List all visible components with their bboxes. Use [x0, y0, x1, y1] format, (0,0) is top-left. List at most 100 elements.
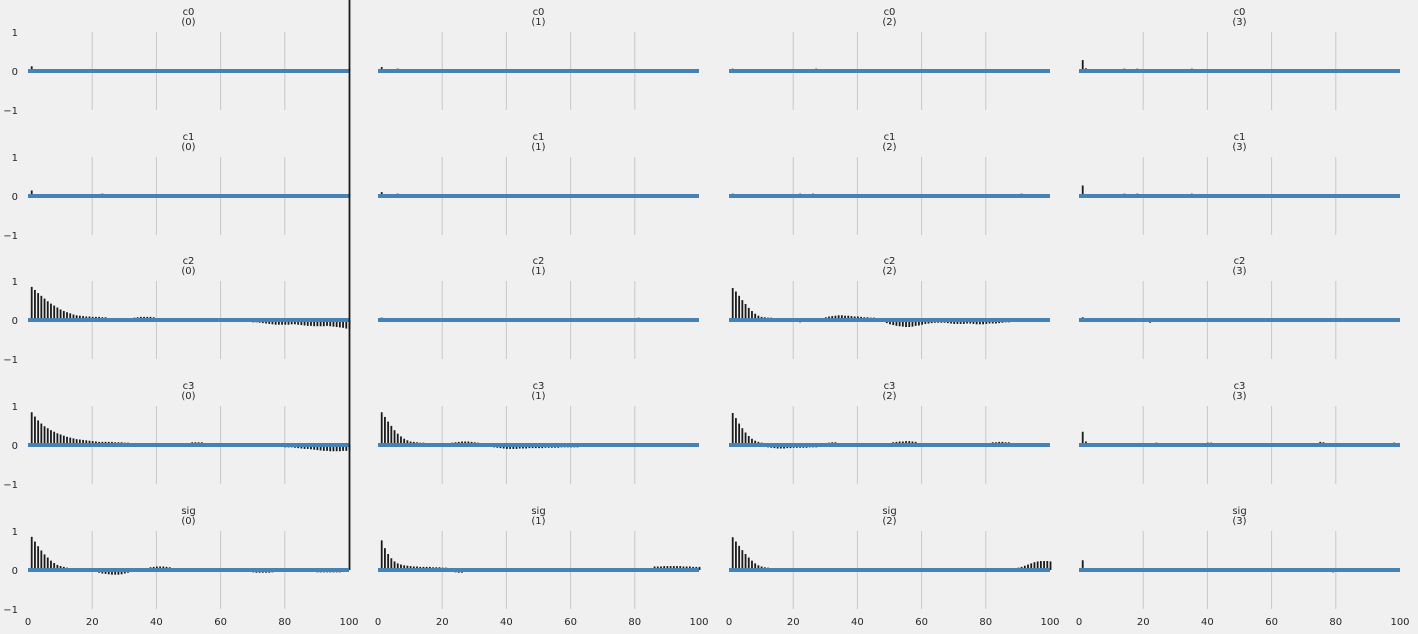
- y-tick-label: 1: [12, 153, 18, 164]
- y-tick-label: −1: [3, 231, 18, 242]
- y-tick-label: −1: [3, 355, 18, 366]
- x-tick-label: 0: [1076, 617, 1082, 628]
- x-tick-label: 60: [1265, 617, 1278, 628]
- x-tick-label: 0: [375, 617, 381, 628]
- panel-subtitle: (0): [181, 266, 195, 277]
- x-tick-label: 20: [1137, 617, 1150, 628]
- x-tick-label: 20: [436, 617, 449, 628]
- panel-subtitle: (2): [882, 266, 896, 277]
- x-tick-label: 100: [339, 617, 358, 628]
- panel-subtitle: (3): [1232, 516, 1246, 527]
- x-tick-label: 80: [278, 617, 291, 628]
- panel-subtitle: (3): [1232, 391, 1246, 402]
- panel-title: c1: [1234, 132, 1246, 143]
- panel-c1-1: c1(1): [378, 132, 699, 235]
- x-tick-label: 0: [25, 617, 31, 628]
- panel-c2-1: c2(1): [378, 256, 699, 359]
- panel-title: c2: [1234, 256, 1246, 267]
- y-tick-label: 1: [12, 28, 18, 39]
- y-tick-label: 1: [12, 527, 18, 538]
- panel-subtitle: (3): [1232, 17, 1246, 28]
- x-tick-label: 40: [1201, 617, 1214, 628]
- x-tick-label: 100: [1040, 617, 1059, 628]
- panel-subtitle: (1): [531, 266, 545, 277]
- panel-subtitle: (2): [882, 142, 896, 153]
- panel-sig-2: sig(2) 0 20 40 60 80 100: [726, 506, 1060, 628]
- y-tick-label: 1: [12, 402, 18, 413]
- x-tick-label: 100: [689, 617, 708, 628]
- x-tick-label: 40: [150, 617, 163, 628]
- panel-title: c2: [533, 256, 545, 267]
- x-tick-label: 20: [86, 617, 99, 628]
- panel-title: sig: [531, 506, 545, 517]
- panel-c2-0: c2(0) 1 0 −1: [3, 256, 351, 366]
- panel-title: c2: [183, 256, 195, 267]
- panel-c2-3: c2(3): [1079, 256, 1400, 359]
- x-tick-label: 80: [1329, 617, 1342, 628]
- panel-title: c1: [884, 132, 896, 143]
- y-tick-label: −1: [3, 605, 18, 616]
- y-tick-label: 0: [12, 316, 18, 327]
- panel-subtitle: (0): [181, 391, 195, 402]
- panel-subtitle: (1): [531, 391, 545, 402]
- panel-c3-0: c3(0) 1 0 −1: [3, 381, 351, 491]
- x-tick-label: 100: [1390, 617, 1409, 628]
- panel-title: c2: [884, 256, 896, 267]
- x-tick-label: 20: [787, 617, 800, 628]
- panel-c0-3: c0(3): [1079, 7, 1400, 110]
- x-tick-label: 60: [214, 617, 227, 628]
- x-tick-label: 0: [726, 617, 732, 628]
- panel-title: c0: [1234, 7, 1246, 18]
- panel-subtitle: (0): [181, 516, 195, 527]
- panel-title: sig: [882, 506, 896, 517]
- panel-sig-0: sig(0)10−10 20 40 60 80 100: [3, 0, 359, 628]
- panel-title: c1: [183, 132, 195, 143]
- panel-c3-1: c3(1): [378, 381, 699, 484]
- y-tick-label: −1: [3, 106, 18, 117]
- panel-subtitle: (0): [181, 17, 195, 28]
- panel-c1-3: c1(3): [1079, 132, 1400, 235]
- panel-c3-2: c3(2): [729, 381, 1050, 484]
- panel-title: c3: [884, 381, 896, 392]
- panel-sig-1: sig(1) 0 20 40 60 80 100: [375, 506, 709, 628]
- y-tick-label: 1: [12, 277, 18, 288]
- panel-subtitle: (3): [1232, 266, 1246, 277]
- panel-c0-2: c0(2): [729, 7, 1050, 110]
- panel-title: sig: [1232, 506, 1246, 517]
- panel-c2-2: c2(2): [729, 256, 1050, 359]
- x-tick-label: 40: [851, 617, 864, 628]
- panel-title: c0: [533, 7, 545, 18]
- panel-c0-1: c0(1): [378, 7, 699, 110]
- y-tick-label: −1: [3, 480, 18, 491]
- x-tick-label: 80: [979, 617, 992, 628]
- x-tick-label: 60: [915, 617, 928, 628]
- panel-subtitle: (1): [531, 516, 545, 527]
- panel-title: c3: [533, 381, 545, 392]
- panel-c3-3: c3(3): [1079, 381, 1400, 484]
- panel-subtitle: (3): [1232, 142, 1246, 153]
- panel-title: c0: [884, 7, 896, 18]
- panel-title: c1: [533, 132, 545, 143]
- panel-c0-0: c0(0) 1 0 −1: [3, 7, 351, 117]
- panel-title: c3: [183, 381, 195, 392]
- panel-c1-0: c1(0) 1 0 −1: [3, 132, 351, 242]
- panel-title: c3: [1234, 381, 1246, 392]
- x-tick-label: 80: [628, 617, 641, 628]
- panel-subtitle: (0): [181, 142, 195, 153]
- x-tick-label: 40: [500, 617, 513, 628]
- y-tick-label: 0: [12, 441, 18, 452]
- x-tick-label: 60: [564, 617, 577, 628]
- panel-title: sig: [181, 506, 195, 517]
- panel-subtitle: (1): [531, 17, 545, 28]
- panel-c1-2: c1(2): [729, 132, 1050, 235]
- panel-sig-3: sig(3) 0 20 40 60 80 100: [1076, 506, 1410, 628]
- panel-subtitle: (2): [882, 391, 896, 402]
- y-tick-label: 0: [12, 192, 18, 203]
- panel-title: c0: [183, 7, 195, 18]
- y-tick-label: 0: [12, 566, 18, 577]
- panel-subtitle: (2): [882, 516, 896, 527]
- y-tick-label: 0: [12, 67, 18, 78]
- panel-subtitle: (1): [531, 142, 545, 153]
- panel-subtitle: (2): [882, 17, 896, 28]
